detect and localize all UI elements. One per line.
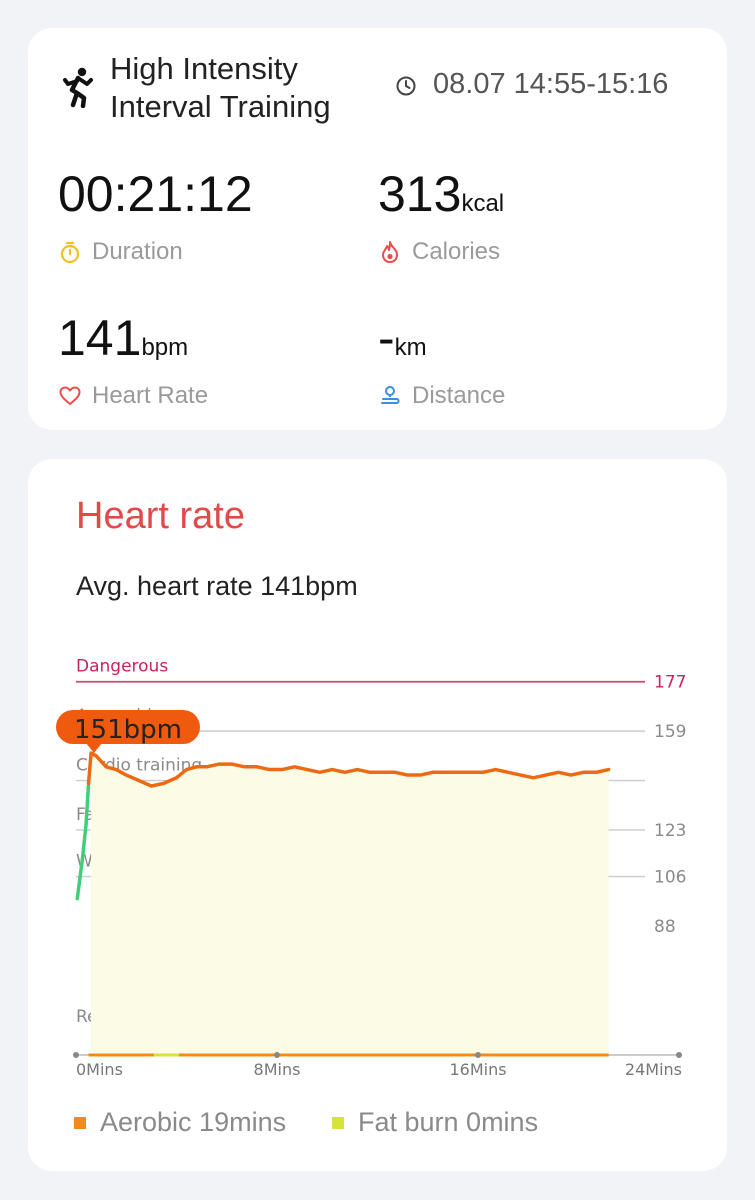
metric-duration: 00:21:12 Duration xyxy=(58,166,253,266)
calories-value: 313 xyxy=(378,166,462,222)
workout-summary-card: High Intensity Interval Training 08.07 1… xyxy=(28,28,727,430)
distance-unit: km xyxy=(394,334,427,361)
workout-title: High Intensity Interval Training xyxy=(110,51,331,124)
distance-value: - xyxy=(378,310,395,366)
stopwatch-icon xyxy=(60,241,80,264)
heart-rate-section-title: Heart rate xyxy=(76,495,245,537)
threshold-label-177: 177 xyxy=(654,673,686,693)
legend-item-aerobic: Aerobic 19mins xyxy=(74,1107,286,1138)
threshold-label-106: 106 xyxy=(654,868,686,888)
zone-label-dangerous: Dangerous xyxy=(76,657,168,677)
flame-icon xyxy=(382,241,398,263)
legend-label-fat-burn: Fat burn 0mins xyxy=(358,1107,539,1137)
series-line xyxy=(86,751,611,788)
series-line-warmup xyxy=(75,781,91,901)
route-pin-icon xyxy=(381,386,400,404)
x-tick-label-24: 24Mins xyxy=(625,1060,682,1079)
threshold-label-88: 88 xyxy=(654,917,676,937)
duration-label: Duration xyxy=(92,238,183,265)
avg-heart-rate: Avg. heart rate 141bpm xyxy=(76,571,358,601)
threshold-label-159: 159 xyxy=(654,722,686,742)
workout-time: 08.07 14:55-15:16 xyxy=(433,68,669,100)
clock-icon xyxy=(396,76,416,96)
heart-rate-label: Heart Rate xyxy=(92,382,209,409)
peak-label-bubble xyxy=(56,710,200,744)
x-tick-label-16: 16Mins xyxy=(449,1060,506,1079)
area-fill xyxy=(91,753,609,1055)
legend-item-fat-burn: Fat burn 0mins xyxy=(332,1107,538,1138)
peak-label-pointer xyxy=(86,743,102,753)
x-tick-dot-0 xyxy=(73,1052,79,1058)
metric-heart-rate: 141bpm Heart Rate xyxy=(58,310,208,410)
x-tick-label-0: 0Mins xyxy=(76,1060,123,1079)
peak-label: 151bpm xyxy=(74,715,182,745)
calories-label: Calories xyxy=(412,238,501,265)
metric-calories: 313kcal Calories xyxy=(378,166,504,266)
legend-swatch-aerobic xyxy=(74,1116,86,1129)
distance-label: Distance xyxy=(412,382,506,409)
legend-label-aerobic: Aerobic 19mins xyxy=(100,1107,287,1137)
calories-unit: kcal xyxy=(461,190,505,217)
heart-rate-card: Heart rate Avg. heart rate 141bpm Danger… xyxy=(28,459,727,1171)
x-tick-dot-8 xyxy=(274,1052,280,1058)
x-tick-label-8: 8Mins xyxy=(254,1060,301,1079)
legend-swatch-fat-burn xyxy=(332,1116,344,1129)
heart-rate-unit: bpm xyxy=(141,334,189,361)
threshold-label-123: 123 xyxy=(654,821,686,841)
metric-distance: -km Distance xyxy=(378,310,505,410)
running-person-icon xyxy=(63,67,93,108)
heart-rate-value: 141 xyxy=(58,310,142,366)
duration-value: 00:21:12 xyxy=(58,166,253,222)
x-tick-dot-16 xyxy=(475,1052,481,1058)
x-tick-dot-24 xyxy=(676,1052,682,1058)
heart-icon xyxy=(59,386,81,405)
